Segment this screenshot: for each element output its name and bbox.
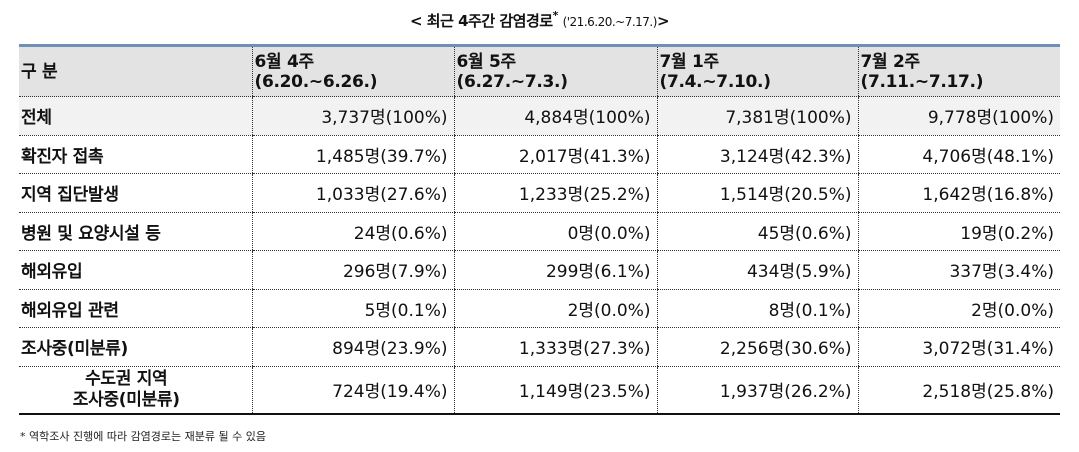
table-cell: 3,072명(31.4%) — [857, 327, 1060, 367]
table-cell: 3,124명(42.3%) — [656, 135, 858, 174]
header-row: 구 분 6월 4주 (6.20.~6.26.) 6월 5주 (6.27.~7.3.)… — [19, 44, 1060, 97]
infection-route-table: 구 분 6월 4주 (6.20.~6.26.) 6월 5주 (6.27.~7.3.)… — [19, 44, 1060, 415]
table-cell: 1,642명(16.8%) — [857, 173, 1060, 213]
table-cell: 2명(0.0%) — [453, 289, 657, 328]
table-cell: 1,033명(27.6%) — [251, 173, 454, 213]
header-corner: 구 분 — [19, 44, 252, 97]
week-label: 7월 2주 — [860, 51, 921, 72]
table-cell: 19명(0.2%) — [857, 212, 1060, 251]
table-cell: 1,514명(20.5%) — [656, 173, 858, 213]
row-label-line-2: 조사중(미분류) — [72, 389, 180, 410]
week-range: (6.20.~6.26.) — [254, 71, 378, 92]
title-period: ('21.6.20.~7.17.) — [562, 15, 658, 29]
table-cell: 2,518명(25.8%) — [857, 366, 1060, 415]
week-range: (6.27.~7.3.) — [456, 71, 568, 92]
title-close: > — [656, 12, 670, 30]
table-cell: 1,937명(26.2%) — [656, 366, 858, 415]
header-week-2: 6월 5주 (6.27.~7.3.) — [453, 44, 657, 97]
table-cell: 299명(6.1%) — [453, 250, 657, 290]
table-row-total: 전체 3,737명(100%) 4,884명(100%) 7,381명(100%… — [19, 96, 1060, 136]
table-cell: 2명(0.0%) — [857, 289, 1060, 328]
table-cell: 1,233명(25.2%) — [453, 173, 657, 213]
week-range: (7.4.~7.10.) — [659, 71, 771, 92]
table-cell: 434명(5.9%) — [656, 250, 858, 290]
table-cell: 894명(23.9%) — [251, 327, 454, 367]
table-cell: 2,256명(30.6%) — [656, 327, 858, 367]
row-label: 지역 집단발생 — [19, 173, 252, 213]
table-cell: 1,485명(39.7%) — [251, 135, 454, 174]
header-week-1: 6월 4주 (6.20.~6.26.) — [251, 44, 454, 97]
table-title: < 최근 4주간 감염경로* ('21.6.20.~7.17.)> — [0, 9, 1079, 31]
row-label-line-1: 수도권 지역 — [85, 368, 168, 389]
week-label: 6월 4주 — [254, 51, 315, 72]
table-cell: 1,149명(23.5%) — [453, 366, 657, 415]
week-range: (7.11.~7.17.) — [860, 71, 984, 92]
title-main: < 최근 4주간 감염경로 — [409, 12, 553, 30]
row-label: 해외유입 관련 — [19, 289, 252, 328]
week-label: 6월 5주 — [456, 51, 517, 72]
header-week-4: 7월 2주 (7.11.~7.17.) — [857, 44, 1060, 97]
footnote: * 역학조사 진행에 따라 감염경로는 재분류 될 수 있음 — [20, 430, 266, 443]
table-cell: 2,017명(41.3%) — [453, 135, 657, 174]
table-row-subcategory: 수도권 지역 조사중(미분류) 724명(19.4%) 1,149명(23.5%)… — [19, 366, 1060, 415]
table-cell: 0명(0.0%) — [453, 212, 657, 251]
row-label: 전체 — [19, 96, 252, 136]
week-label: 7월 1주 — [659, 51, 720, 72]
table-row: 지역 집단발생 1,033명(27.6%) 1,233명(25.2%) 1,51… — [19, 173, 1060, 213]
table-cell: 7,381명(100%) — [656, 96, 858, 136]
row-label: 조사중(미분류) — [19, 327, 252, 367]
row-label: 수도권 지역 조사중(미분류) — [19, 366, 252, 415]
header-week-3: 7월 1주 (7.4.~7.10.) — [656, 44, 858, 97]
table-row: 병원 및 요양시설 등 24명(0.6%) 0명(0.0%) 45명(0.6%)… — [19, 212, 1060, 251]
table-cell: 45명(0.6%) — [656, 212, 858, 251]
row-label: 해외유입 — [19, 250, 252, 290]
table-cell: 724명(19.4%) — [251, 366, 454, 415]
row-label: 병원 및 요양시설 등 — [19, 212, 252, 251]
table-cell: 24명(0.6%) — [251, 212, 454, 251]
table-cell: 8명(0.1%) — [656, 289, 858, 328]
table-row: 해외유입 296명(7.9%) 299명(6.1%) 434명(5.9%) 33… — [19, 250, 1060, 290]
table-cell: 1,333명(27.3%) — [453, 327, 657, 367]
table-cell: 296명(7.9%) — [251, 250, 454, 290]
table-row: 해외유입 관련 5명(0.1%) 2명(0.0%) 8명(0.1%) 2명(0.… — [19, 289, 1060, 328]
table-cell: 3,737명(100%) — [251, 96, 454, 136]
table-cell: 4,706명(48.1%) — [857, 135, 1060, 174]
table-row: 확진자 접촉 1,485명(39.7%) 2,017명(41.3%) 3,124… — [19, 135, 1060, 174]
table-cell: 337명(3.4%) — [857, 250, 1060, 290]
table-cell: 9,778명(100%) — [857, 96, 1060, 136]
table-cell: 4,884명(100%) — [453, 96, 657, 136]
table-row: 조사중(미분류) 894명(23.9%) 1,333명(27.3%) 2,256… — [19, 327, 1060, 367]
title-footnote-mark: * — [552, 9, 559, 22]
row-label: 확진자 접촉 — [19, 135, 252, 174]
table-cell: 5명(0.1%) — [251, 289, 454, 328]
